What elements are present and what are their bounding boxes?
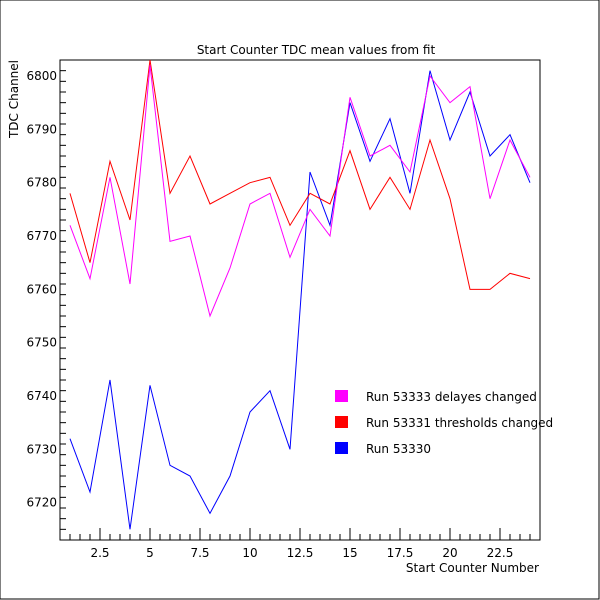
x-tick-label: 15	[342, 546, 357, 560]
legend-label: Run 53333 delayes changed	[366, 390, 537, 404]
x-tick-label: 20	[442, 546, 457, 560]
x-tick-label: 22.5	[487, 546, 514, 560]
x-axis: 2.5 5 7.5 10 12.5 15 17.5 20 22.5	[59, 528, 541, 560]
x-tick-label: 7.5	[190, 546, 209, 560]
y-tick-label: 6720	[26, 496, 57, 510]
series-line-run-53333-delayes-changed	[69, 65, 531, 318]
y-tick-label: 6770	[26, 229, 57, 243]
series-line-run-53331-thresholds-changed	[69, 59, 531, 290]
legend-swatch	[335, 442, 348, 454]
legend-label: Run 53331 thresholds changed	[366, 416, 553, 430]
y-tick-label: 6750	[26, 336, 57, 350]
chart-title: Start Counter TDC mean values from fit	[197, 43, 436, 57]
y-tick-label: 6800	[26, 69, 57, 83]
y-tick-label: 6730	[26, 442, 57, 456]
x-tick-label: 2.5	[90, 546, 109, 560]
y-tick-label: 6780	[26, 176, 57, 190]
series-group	[69, 59, 531, 530]
y-axis-title: TDC Channel	[7, 60, 21, 139]
legend: Run 53333 delayes changed Run 53331 thres…	[335, 390, 553, 456]
legend-swatch	[335, 416, 348, 428]
y-tick-label: 6740	[26, 389, 57, 403]
series-line-run-53330	[69, 70, 531, 530]
y-axis: 6720 6730 6740 6750 6760 6770 6780 6790 6800	[26, 59, 66, 541]
x-axis-title: Start Counter Number	[406, 561, 539, 575]
legend-swatch	[335, 390, 348, 402]
x-tick-label: 10	[242, 546, 257, 560]
x-tick-label: 17.5	[387, 546, 414, 560]
x-tick-label: 12.5	[287, 546, 314, 560]
y-tick-label: 6760	[26, 282, 57, 296]
y-tick-label: 6790	[26, 122, 57, 136]
x-tick-label: 5	[146, 546, 154, 560]
legend-label: Run 53330	[366, 442, 431, 456]
